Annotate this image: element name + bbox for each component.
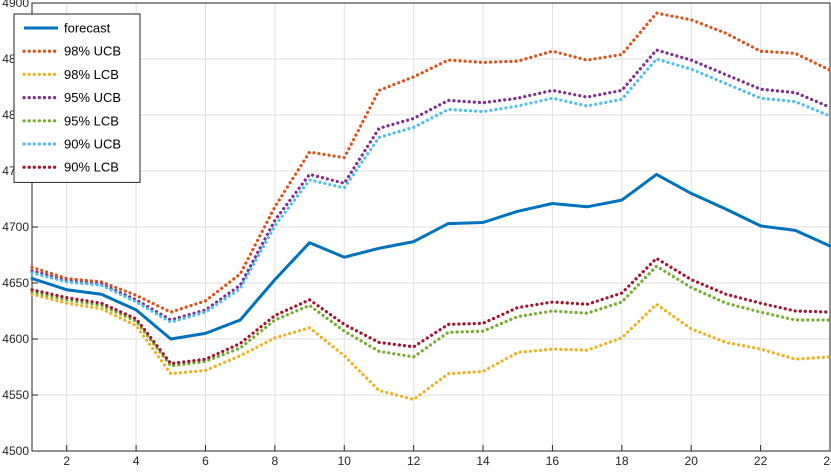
x-tick-label: 4	[133, 454, 140, 468]
series-line-6	[30, 256, 831, 366]
series-line-0	[30, 172, 831, 341]
grid	[32, 2, 831, 452]
series-line-5	[30, 57, 831, 324]
legend-label: 95% LCB	[64, 113, 119, 128]
x-tick-label: 16	[546, 454, 560, 468]
legend-label: forecast	[64, 21, 111, 36]
x-tick-label: 10	[338, 454, 352, 468]
y-tick-label: 4700	[2, 220, 29, 234]
legend-label: 95% UCB	[64, 90, 121, 105]
x-tick-label: 14	[476, 454, 490, 468]
x-tick-label: 18	[615, 454, 629, 468]
y-tick-label: 4650	[2, 276, 29, 290]
legend-label: 98% UCB	[64, 44, 121, 59]
y-tick-label: 4600	[2, 332, 29, 346]
series-line-1	[30, 11, 831, 314]
series-lines	[30, 11, 831, 402]
series-line-3	[30, 48, 831, 322]
x-tick-label: 22	[754, 454, 768, 468]
legend-label: 90% UCB	[64, 137, 121, 152]
x-tick-label: 2	[63, 454, 70, 468]
y-tick-label: 4900	[2, 0, 29, 10]
legend: forecast 98% UCB 98% LCB 95% UCB 95% LCB 90% …	[13, 13, 141, 183]
legend-label: 90% LCB	[64, 160, 119, 175]
series-line-4	[30, 264, 831, 368]
y-tick-label: 4500	[2, 444, 29, 458]
x-tick-label: 24	[823, 454, 831, 468]
x-tick-label: 6	[202, 454, 209, 468]
x-tick-label: 8	[272, 454, 279, 468]
y-tick-label: 4550	[2, 388, 29, 402]
series-line-2	[30, 292, 831, 402]
legend-label: 98% LCB	[64, 67, 119, 82]
x-tick-label: 20	[685, 454, 699, 468]
x-tick-label: 12	[407, 454, 421, 468]
